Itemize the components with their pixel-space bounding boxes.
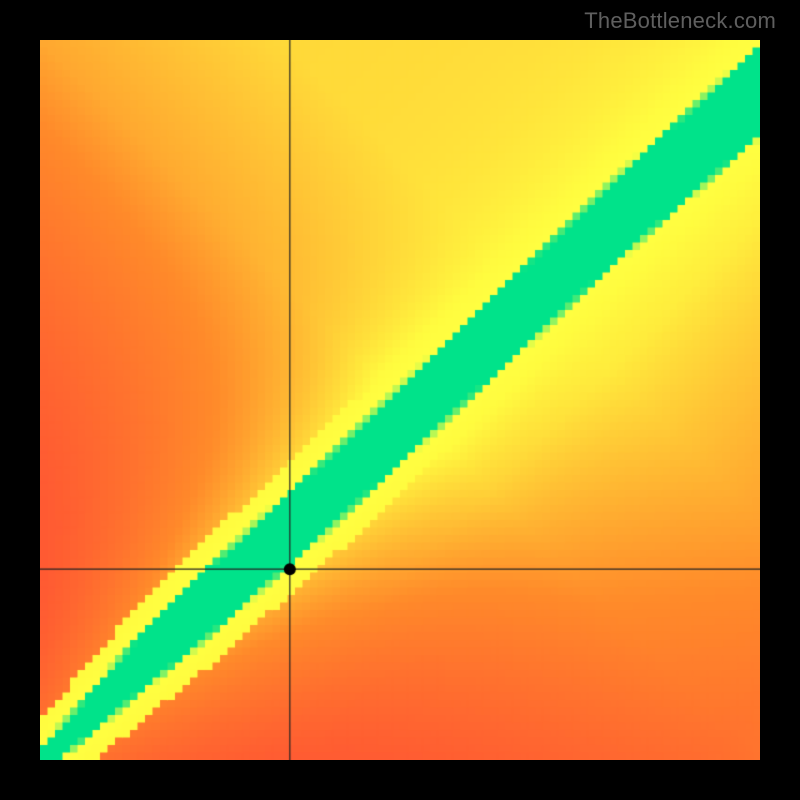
chart-container: TheBottleneck.com: [0, 0, 800, 800]
watermark-text: TheBottleneck.com: [584, 8, 776, 34]
bottleneck-heatmap: [40, 40, 760, 760]
